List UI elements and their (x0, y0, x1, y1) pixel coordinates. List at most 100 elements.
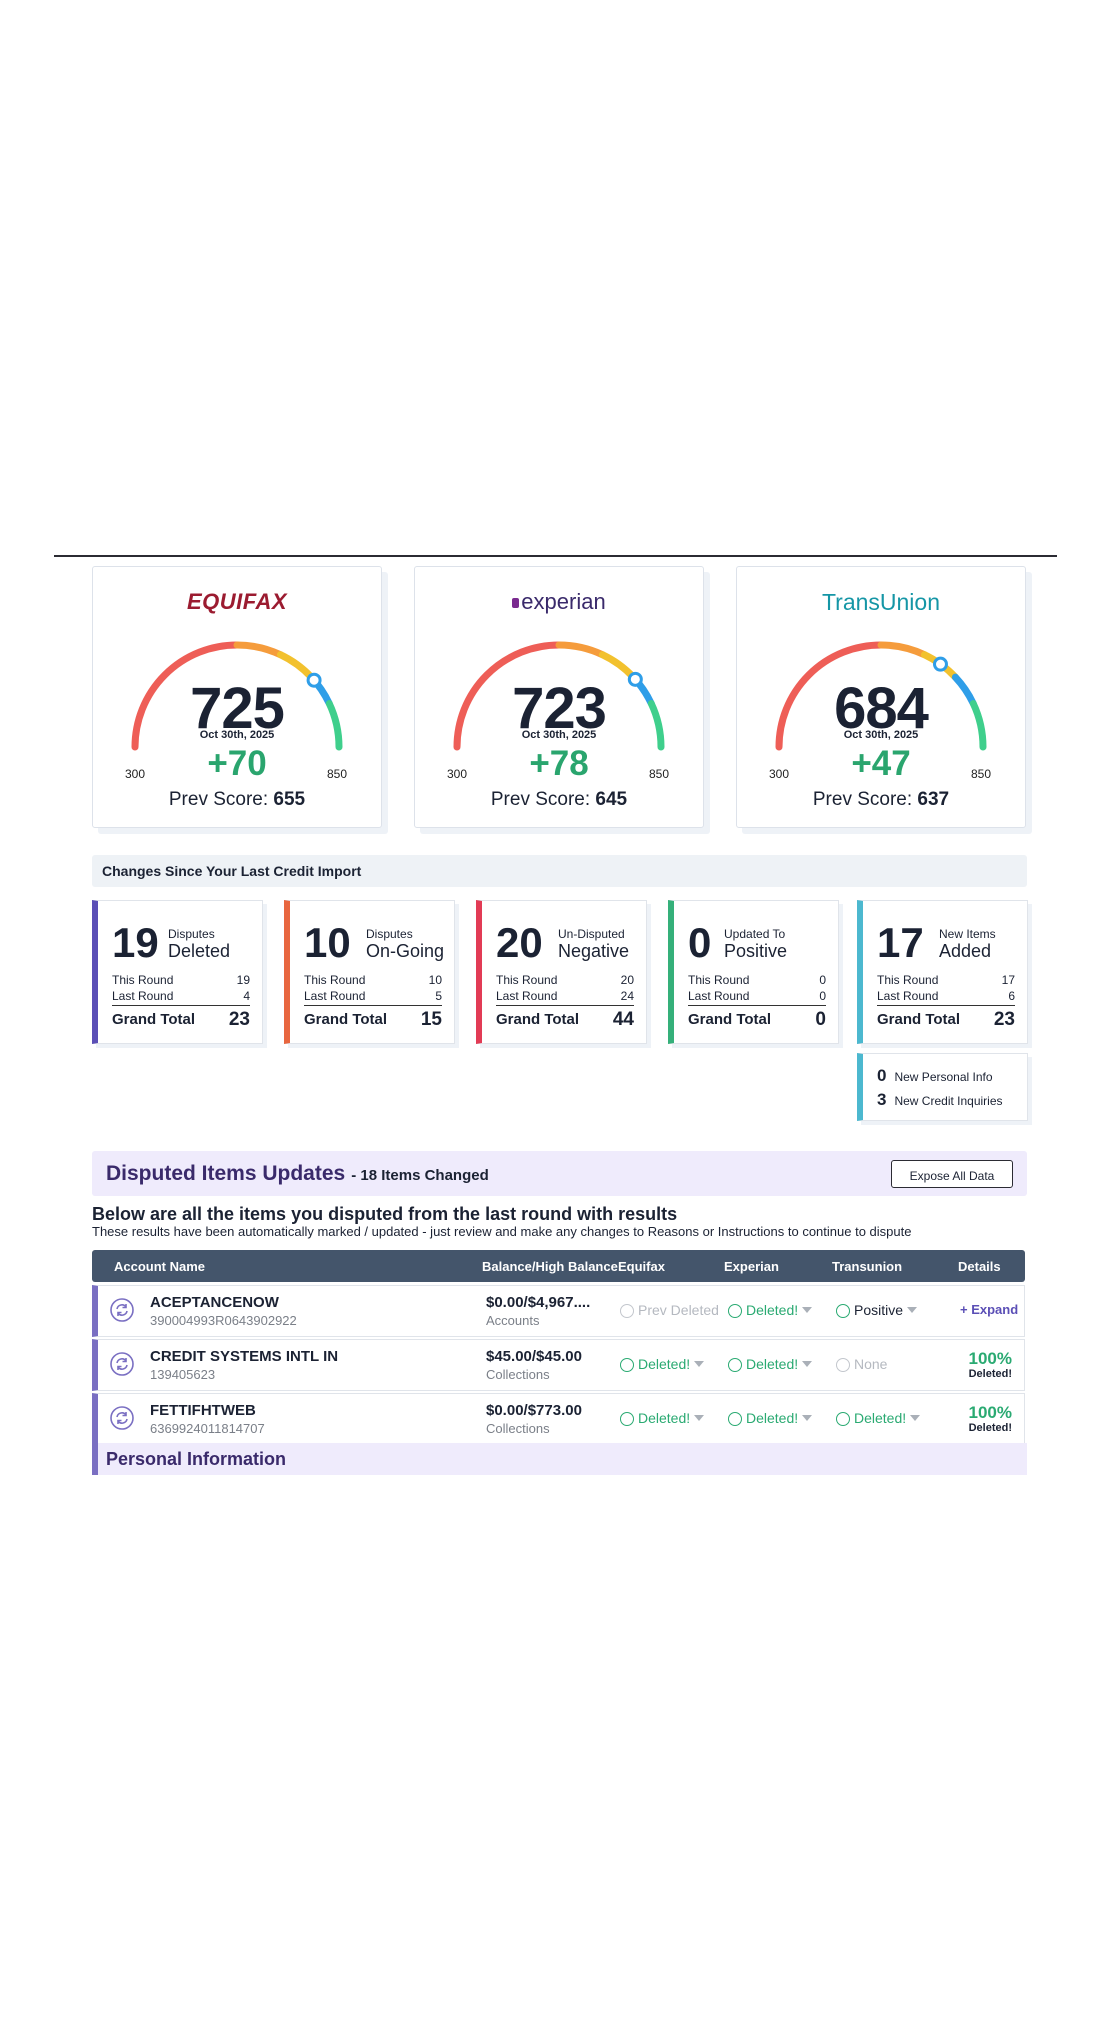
stat-grand-total: Grand Total 23 (112, 1009, 250, 1030)
expose-all-data-button[interactable]: Expose All Data (891, 1160, 1013, 1188)
stat-divider (688, 1005, 826, 1006)
gauge-max-label: 850 (649, 767, 670, 781)
experian-score-card: experian 723 Oct 30th, 2025 300 850 +78 … (414, 566, 704, 828)
transunion-score-date: Oct 30th, 2025 (843, 729, 919, 741)
stat-number: 19 (112, 919, 159, 966)
table-row[interactable]: ACEPTANCENOW 390004993R0643902922 $0.00/… (92, 1285, 1025, 1337)
gauge-arc-segment (555, 641, 606, 659)
deleted-percent: 100% (968, 1403, 1012, 1422)
balance: $0.00/$773.00 (486, 1402, 582, 1419)
table-row[interactable]: FETTIFHTWEB 6369924011814707 $0.00/$773.… (92, 1393, 1025, 1445)
experian-status-dropdown[interactable]: Deleted! (728, 1410, 813, 1426)
col-equifax: Equifax (618, 1259, 665, 1274)
stat-updated-positive: 0 Updated To Positive This Round 0 Last R… (668, 900, 839, 1044)
personal-information-title: Personal Information (106, 1449, 287, 1469)
deleted-percent: 100% (968, 1349, 1012, 1368)
table-row[interactable]: CREDIT SYSTEMS INTL IN 139405623 $45.00/… (92, 1339, 1025, 1391)
balance: $45.00/$45.00 (486, 1348, 582, 1365)
changes-banner-title: Changes Since Your Last Credit Import (102, 863, 362, 879)
experian-logo: experian (415, 589, 703, 615)
stat-number: 20 (496, 919, 543, 966)
disputed-items-title: Disputed Items Updates - 18 Items Changed (106, 1162, 489, 1185)
stat-this-round: This Round 17 (877, 973, 1015, 987)
stat-undisputed-negative: 20 Un-Disputed Negative This Round 20 Las… (476, 900, 647, 1044)
chevron-down-icon (910, 1415, 921, 1421)
sync-icon[interactable] (110, 1352, 134, 1376)
experian-score-date: Oct 30th, 2025 (521, 729, 597, 741)
trash-icon (728, 1358, 742, 1372)
gauge-arc-segment (233, 641, 284, 659)
top-divider (54, 555, 1057, 557)
gauge-arc-segment (131, 641, 241, 751)
stat-label-top: Un-Disputed (558, 927, 625, 941)
col-transunion: Transunion (832, 1259, 903, 1274)
equifax-score-date: Oct 30th, 2025 (199, 729, 275, 741)
experian-logo-mark (512, 598, 520, 608)
equifax-logo: EQUIFAX (186, 589, 288, 614)
stat-divider (304, 1005, 442, 1006)
trash-icon (728, 1412, 742, 1426)
stat-number: 0 (688, 919, 712, 966)
gauge-arc-segment (969, 700, 987, 751)
stat-label-top: Disputes (366, 927, 413, 941)
sync-icon[interactable] (110, 1298, 134, 1322)
transunion-logo: TransUnion (821, 589, 941, 615)
gauge-arc-segment (325, 700, 343, 751)
equifax-status[interactable]: Prev Deleted (620, 1302, 719, 1318)
disputed-items-header: Disputed Items Updates - 18 Items Changed… (92, 1151, 1027, 1196)
new-info-summary: 0 New Personal Info 3 New Credit Inquiries (857, 1053, 1028, 1121)
experian-score-change: +78 (529, 744, 589, 783)
stat-this-round: This Round 0 (688, 973, 826, 987)
account-type: Accounts (486, 1313, 540, 1328)
account-type: Collections (486, 1367, 550, 1382)
stat-label-main: Added (939, 941, 992, 961)
personal-information-header[interactable]: Personal Information (92, 1443, 1027, 1475)
stat-last-round: Last Round 4 (112, 989, 250, 1003)
gauge-score-marker (306, 672, 322, 688)
stat-number: 10 (304, 919, 351, 966)
experian-score: 723 (512, 676, 607, 741)
smile-icon (836, 1304, 850, 1318)
pending-icon (836, 1358, 850, 1372)
transunion-score-card: TransUnion 684 Oct 30th, 2025 300 850 +4… (736, 566, 1026, 828)
transunion-status-dropdown[interactable]: Deleted! (836, 1410, 921, 1426)
experian-prev-score: Prev Score: 645 (490, 789, 628, 810)
gauge-min-label: 300 (125, 767, 146, 781)
stat-label-main: Positive (724, 941, 788, 961)
stat-last-round: Last Round 24 (496, 989, 634, 1003)
trash-icon (728, 1304, 742, 1318)
stat-this-round: This Round 20 (496, 973, 634, 987)
transunion-prev-score: Prev Score: 637 (812, 789, 950, 810)
new-credit-inquiries: 3 New Credit Inquiries (877, 1090, 1003, 1109)
gauge-arc-segment (877, 641, 928, 659)
stat-grand-total: Grand Total 23 (877, 1009, 1015, 1030)
stat-new-items-added: 17 New Items Added This Round 17 Last Rou… (857, 900, 1028, 1044)
transunion-status[interactable]: None (836, 1356, 887, 1372)
col-experian: Experian (724, 1259, 779, 1274)
deleted-percent-label: Deleted! (968, 1422, 1012, 1434)
sync-icon[interactable] (110, 1406, 134, 1430)
equifax-score-card: EQUIFAX 725 Oct 30th, 2025 300 850 +70 P… (92, 566, 382, 828)
equifax-status-dropdown[interactable]: Deleted! (620, 1356, 705, 1372)
chevron-down-icon (802, 1307, 813, 1313)
transunion-score-gauge (775, 641, 987, 751)
gauge-max-label: 850 (327, 767, 348, 781)
equifax-status-dropdown[interactable]: Deleted! (620, 1410, 705, 1426)
expand-link[interactable]: + Expand (960, 1302, 1019, 1317)
gauge-arc-segment (598, 651, 637, 681)
col-account-name: Account Name (114, 1259, 206, 1274)
stat-last-round: Last Round 6 (877, 989, 1015, 1003)
experian-status-dropdown[interactable]: Deleted! (728, 1356, 813, 1372)
col-details: Details (958, 1259, 1001, 1274)
gauge-min-label: 300 (769, 767, 790, 781)
stat-this-round: This Round 10 (304, 973, 442, 987)
transunion-status-dropdown[interactable]: Positive (836, 1302, 918, 1318)
chevron-down-icon (802, 1361, 813, 1367)
gauge-arc-segment (775, 641, 885, 751)
experian-status-dropdown[interactable]: Deleted! (728, 1302, 813, 1318)
stat-label-main: Negative (558, 941, 630, 961)
changes-banner: Changes Since Your Last Credit Import (92, 855, 1027, 887)
stat-label-top: New Items (939, 927, 996, 941)
account-number: 139405623 (150, 1367, 216, 1382)
equifax-score-gauge (131, 641, 343, 751)
